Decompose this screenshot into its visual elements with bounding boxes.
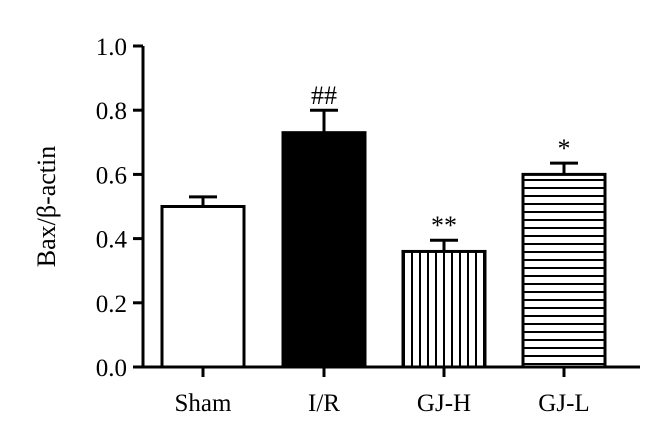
significance-label: * bbox=[558, 134, 571, 163]
bar-i-r bbox=[281, 131, 367, 369]
y-tick-label: 0.2 bbox=[96, 291, 127, 318]
bar-sham bbox=[160, 205, 246, 369]
significance-labels: ##*** bbox=[311, 81, 571, 240]
bar-gj-l bbox=[521, 172, 607, 369]
y-tick-label: 0.6 bbox=[96, 162, 127, 189]
y-tick-label: 0.4 bbox=[96, 227, 128, 254]
y-tick-label: 0.0 bbox=[96, 355, 127, 382]
bars bbox=[160, 131, 607, 369]
error-bars bbox=[189, 108, 578, 252]
x-tick-label: I/R bbox=[308, 390, 340, 417]
y-axis: 0.0 0.2 0.4 0.6 0.8 1.0 bbox=[96, 34, 145, 382]
y-tick-label: 1.0 bbox=[96, 34, 127, 61]
bar-gj-h bbox=[401, 249, 487, 369]
x-tick-label: GJ-H bbox=[417, 390, 471, 417]
x-tick-label: GJ-L bbox=[538, 390, 589, 417]
significance-label: ** bbox=[431, 211, 457, 240]
y-axis-label: Bax/β-actin bbox=[32, 146, 61, 268]
category-labels: Sham I/R GJ-H GJ-L bbox=[175, 390, 590, 417]
x-tick-label: Sham bbox=[175, 390, 233, 417]
significance-label: ## bbox=[311, 81, 337, 110]
y-tick-label: 0.8 bbox=[96, 98, 127, 125]
